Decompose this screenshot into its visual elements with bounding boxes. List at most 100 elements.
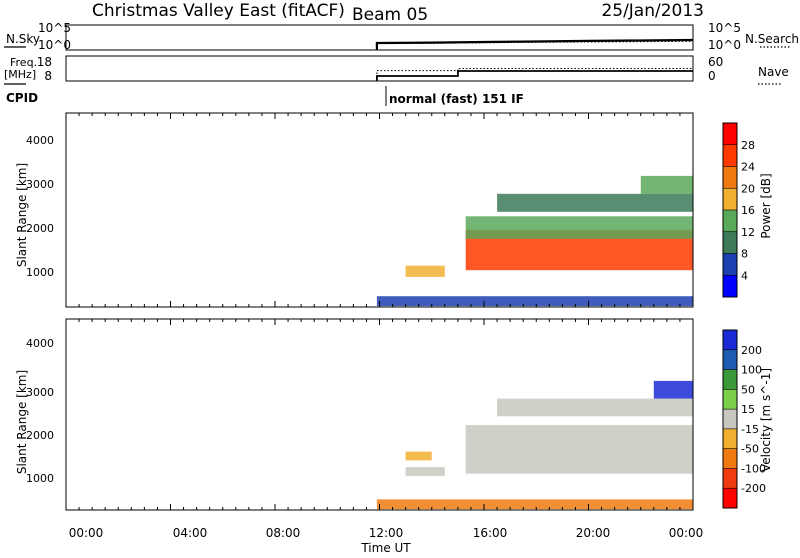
colorbar-tick-label: 12 bbox=[741, 226, 755, 239]
data-region bbox=[653, 380, 693, 399]
date-label: 25/Jan/2013 bbox=[601, 1, 704, 21]
colorbar-swatch bbox=[723, 468, 737, 489]
colorbar-tick-label: 28 bbox=[741, 139, 755, 152]
xtick-label: 00:00 bbox=[669, 526, 704, 540]
velocity-ytick-3000: 3000 bbox=[26, 386, 54, 399]
freq-tick-bottom: 8 bbox=[44, 69, 52, 83]
nsearch-tick-bottom: 10^0 bbox=[708, 38, 741, 52]
colorbar-tick-label: 100 bbox=[741, 364, 762, 377]
nave-series bbox=[376, 68, 693, 81]
velocity-colorbar-label: Velocity [m s^-1] bbox=[759, 368, 773, 472]
colorbar-frame bbox=[722, 329, 738, 509]
xaxis-label: Time UT bbox=[360, 541, 411, 554]
velocity-colorbar: 200 100 50 15 -15 -50 -100 -200 bbox=[722, 329, 766, 509]
power-ytick-4000: 4000 bbox=[26, 134, 54, 147]
colorbar-swatch bbox=[723, 188, 737, 211]
power-colorbar: 4 8 12 16 20 24 28 bbox=[722, 122, 755, 298]
velocity-ytick-1000: 1000 bbox=[26, 472, 54, 485]
nsky-series bbox=[375, 38, 694, 50]
data-region bbox=[405, 265, 445, 277]
freq-series bbox=[376, 70, 693, 81]
data-region bbox=[640, 175, 694, 194]
plot-title: Christmas Valley East (fitACF) bbox=[92, 1, 345, 21]
data-region bbox=[405, 451, 432, 461]
nsky-panel: N.Sky 10^5 10^0 10^5 10^0 N.Search bbox=[4, 21, 799, 52]
colorbar-swatch bbox=[723, 275, 737, 298]
power-ytick-2000: 2000 bbox=[26, 222, 54, 235]
data-region bbox=[465, 425, 693, 474]
colorbar-tick-label: 200 bbox=[741, 344, 762, 357]
colorbar-tick-label: 16 bbox=[741, 204, 755, 217]
power-data-layer bbox=[376, 175, 694, 307]
nave-tick-bottom: 0 bbox=[708, 69, 716, 83]
cpid-text: normal (fast) 151 IF bbox=[389, 92, 524, 106]
xtick-label: 12:00 bbox=[369, 526, 404, 540]
colorbar-swatch bbox=[723, 123, 737, 145]
colorbar-tick-label: -15 bbox=[741, 423, 759, 436]
velocity-ticks bbox=[65, 319, 694, 510]
colorbar-tick-label: 50 bbox=[741, 383, 755, 396]
colorbar-swatch bbox=[723, 231, 737, 254]
colorbar-swatch bbox=[723, 210, 737, 232]
colorbar-swatch bbox=[723, 253, 737, 276]
power-ytick-1000: 1000 bbox=[26, 266, 54, 279]
velocity-ytick-2000: 2000 bbox=[26, 429, 54, 442]
colorbar-swatch bbox=[723, 448, 737, 469]
freq-label: Freq. bbox=[10, 56, 37, 69]
data-region bbox=[376, 296, 693, 307]
xtick-label: 00:00 bbox=[69, 526, 104, 540]
colorbar-swatch bbox=[723, 144, 737, 167]
colorbar-tick-label: -100 bbox=[741, 462, 766, 475]
nsearch-tick-top: 10^5 bbox=[708, 21, 741, 35]
velocity-panel: 1000 2000 3000 4000 Slant Range [km] 200… bbox=[15, 318, 773, 511]
cpid-panel: CPID normal (fast) 151 IF bbox=[6, 86, 524, 106]
beam-label: Beam 05 bbox=[352, 5, 428, 25]
nave-label: Nave bbox=[758, 65, 789, 79]
data-region bbox=[497, 398, 693, 417]
colorbar-tick-label: 15 bbox=[741, 403, 755, 416]
colorbar-tick-label: 8 bbox=[741, 248, 748, 261]
xtick-label: 16:00 bbox=[473, 526, 508, 540]
velocity-ylabel: Slant Range [km] bbox=[15, 370, 29, 474]
nave-tick-top: 60 bbox=[708, 55, 723, 69]
xtick-label: 04:00 bbox=[173, 526, 208, 540]
colorbar-swatch bbox=[723, 349, 737, 370]
data-region bbox=[405, 467, 445, 476]
freq-tick-top: 18 bbox=[37, 55, 52, 69]
colorbar-swatch bbox=[723, 428, 737, 449]
freq-unit: [MHz] bbox=[4, 68, 36, 81]
colorbar-tick-label: 20 bbox=[741, 182, 755, 195]
velocity-data-layer bbox=[376, 380, 693, 510]
data-region bbox=[376, 499, 693, 510]
colorbar-swatch bbox=[723, 330, 737, 350]
colorbar-swatch bbox=[723, 409, 737, 429]
power-colorbar-label: Power [dB] bbox=[759, 173, 773, 238]
power-panel: 1000 2000 3000 4000 Slant Range [km] 4 8 1… bbox=[15, 112, 773, 308]
colorbar-tick-label: 24 bbox=[741, 161, 755, 174]
xtick-label: 20:00 bbox=[576, 526, 611, 540]
xtick-label: 08:00 bbox=[266, 526, 301, 540]
power-ticks bbox=[65, 113, 694, 307]
colorbar-swatch bbox=[723, 369, 737, 390]
nsky-tick-top: 10^5 bbox=[38, 21, 71, 35]
velocity-ytick-4000: 4000 bbox=[26, 337, 54, 350]
freq-panel: Freq. [MHz] 18 8 60 0 Nave bbox=[4, 55, 789, 85]
colorbar-swatch bbox=[723, 389, 737, 410]
colorbar-swatch bbox=[723, 166, 737, 189]
colorbar-tick-label: -50 bbox=[741, 443, 759, 456]
data-region bbox=[497, 193, 693, 212]
colorbar-swatch bbox=[723, 488, 737, 508]
data-region bbox=[465, 216, 693, 239]
nsearch-label: N.Search bbox=[745, 32, 799, 46]
power-ylabel: Slant Range [km] bbox=[15, 163, 29, 267]
colorbar-tick-label: 4 bbox=[741, 269, 748, 282]
nsky-label: N.Sky bbox=[6, 32, 40, 46]
x-axis: 00:00 04:00 08:00 12:00 16:00 20:00 00:0… bbox=[69, 526, 704, 555]
cpid-label: CPID bbox=[6, 91, 38, 105]
freq-frame bbox=[65, 55, 694, 82]
power-ytick-3000: 3000 bbox=[26, 178, 54, 191]
nsky-frame bbox=[65, 24, 694, 51]
colorbar-tick-label: -200 bbox=[741, 482, 766, 495]
